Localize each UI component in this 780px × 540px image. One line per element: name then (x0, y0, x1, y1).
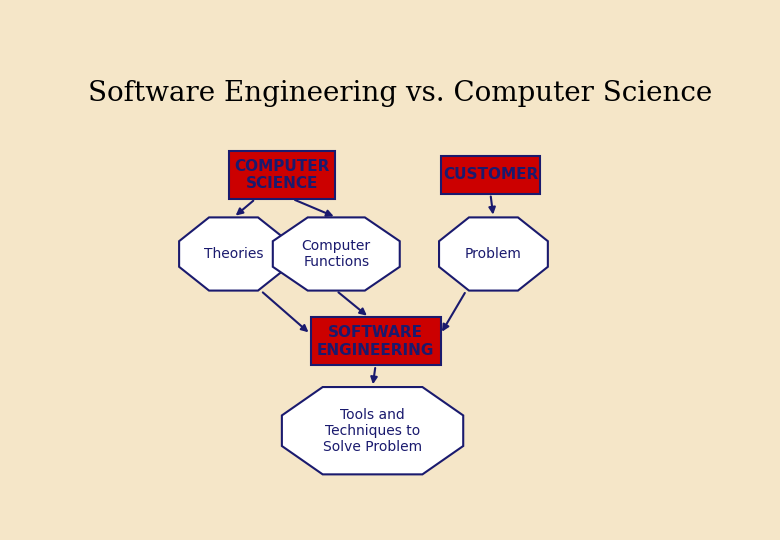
Text: COMPUTER
SCIENCE: COMPUTER SCIENCE (234, 159, 330, 191)
Text: Problem: Problem (465, 247, 522, 261)
Polygon shape (273, 218, 399, 291)
Polygon shape (282, 387, 463, 474)
Text: CUSTOMER: CUSTOMER (443, 167, 538, 183)
FancyBboxPatch shape (229, 151, 335, 199)
Text: Theories: Theories (204, 247, 264, 261)
Text: Tools and
Techniques to
Solve Problem: Tools and Techniques to Solve Problem (323, 408, 422, 454)
Text: SOFTWARE
ENGINEERING: SOFTWARE ENGINEERING (317, 325, 434, 357)
Polygon shape (179, 218, 288, 291)
Text: Software Engineering vs. Computer Science: Software Engineering vs. Computer Scienc… (87, 80, 712, 107)
Polygon shape (439, 218, 548, 291)
FancyBboxPatch shape (310, 318, 441, 365)
FancyBboxPatch shape (441, 156, 541, 194)
Text: Computer
Functions: Computer Functions (302, 239, 370, 269)
